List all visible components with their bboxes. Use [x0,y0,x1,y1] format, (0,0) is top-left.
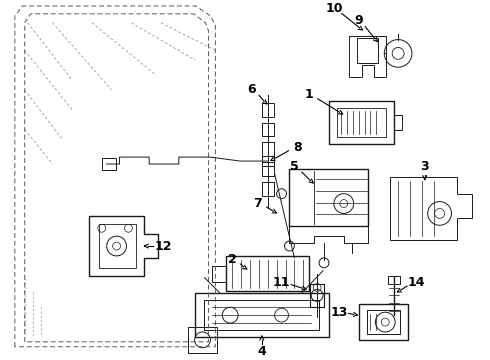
Bar [262,156,273,166]
Text: 12: 12 [154,239,172,252]
Text: 11: 11 [273,276,290,289]
Text: 8: 8 [293,141,302,154]
Text: 3: 3 [420,161,429,174]
Text: 5: 5 [290,161,299,174]
Text: 1: 1 [305,88,314,102]
Text: 13: 13 [330,306,347,319]
Bar [102,158,116,170]
Text: 4: 4 [257,345,266,358]
Text: 14: 14 [407,276,425,289]
Text: 9: 9 [354,14,363,27]
Text: 7: 7 [253,197,262,210]
Text: 2: 2 [228,253,237,266]
Text: 6: 6 [247,84,256,96]
Bar [388,276,400,284]
Text: 10: 10 [325,3,343,15]
